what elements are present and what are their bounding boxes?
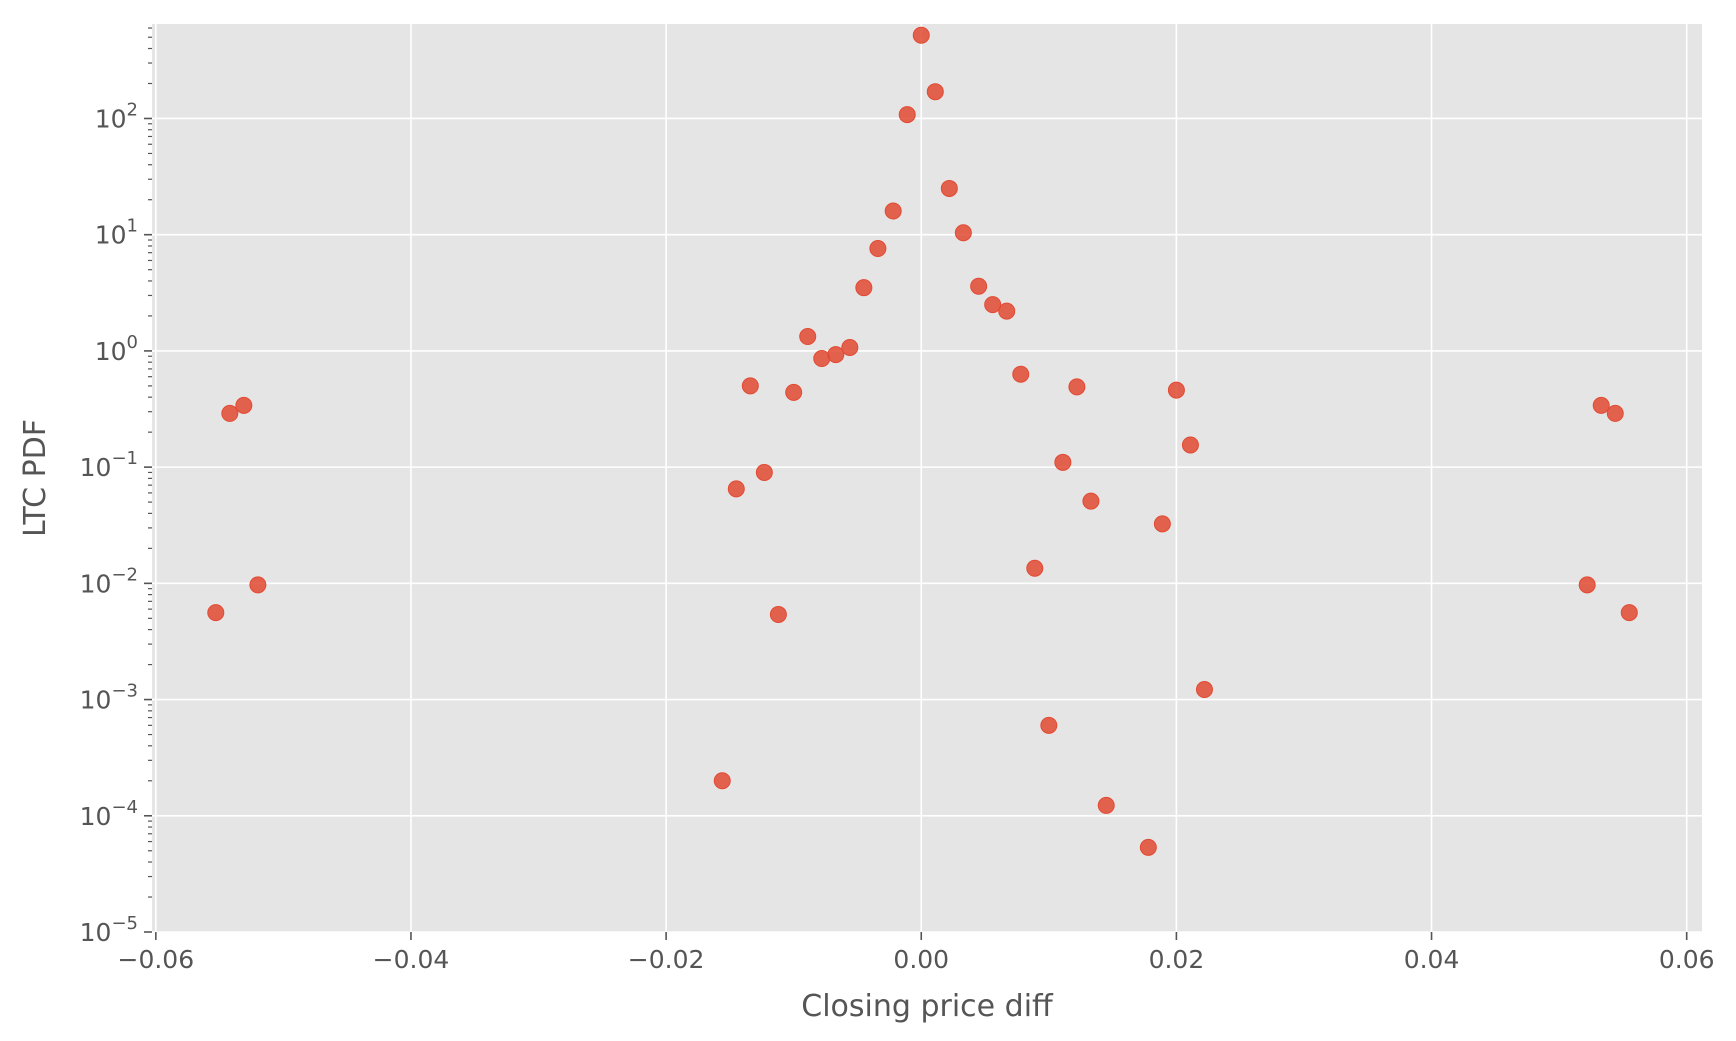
x-tick-label: 0.02	[1149, 945, 1205, 974]
data-point	[741, 377, 759, 395]
plot-area	[152, 24, 1702, 932]
data-point	[984, 296, 1002, 314]
data-point	[813, 350, 831, 368]
data-point	[884, 202, 902, 220]
data-point	[1012, 365, 1030, 383]
data-point	[1026, 559, 1044, 577]
data-point	[954, 224, 972, 242]
data-point	[1195, 681, 1213, 699]
x-tick-label: 0.04	[1404, 945, 1460, 974]
data-point	[799, 328, 817, 346]
data-point	[1620, 604, 1638, 622]
x-tick-label: −0.02	[628, 945, 705, 974]
axis-ticks: −0.06 −0.04 −0.02 0.00 0.02 0.04 0.06 10−5 10−4 1…	[80, 99, 1715, 974]
data-point	[998, 302, 1016, 320]
data-point	[221, 404, 239, 422]
data-point	[855, 279, 873, 297]
x-tick-label: −0.06	[118, 945, 195, 974]
data-point	[1068, 378, 1086, 396]
data-point	[235, 396, 253, 414]
x-axis-label: Closing price diff	[801, 989, 1054, 1024]
data-point	[1606, 404, 1624, 422]
data-point	[1578, 576, 1596, 594]
data-point	[1082, 492, 1100, 510]
y-tick-label: 100	[95, 332, 138, 366]
y-tick-label: 10−5	[80, 913, 138, 947]
x-tick-label: −0.04	[373, 945, 450, 974]
data-point	[207, 604, 225, 622]
data-point	[869, 240, 887, 258]
data-point	[898, 106, 916, 124]
data-point	[1153, 515, 1171, 533]
data-point	[727, 480, 745, 498]
data-point	[841, 338, 859, 356]
data-point	[1054, 453, 1072, 471]
data-point	[1040, 716, 1058, 734]
data-point	[1139, 838, 1157, 856]
data-point	[926, 83, 944, 101]
data-point	[1592, 396, 1610, 414]
data-point	[1167, 381, 1185, 399]
data-point	[912, 26, 930, 44]
y-tick-label: 10−1	[80, 448, 138, 482]
data-point	[785, 383, 803, 401]
y-axis-label: LTC PDF	[18, 419, 53, 537]
data-point	[769, 605, 787, 623]
data-point	[1181, 436, 1199, 454]
x-tick-label: 0.06	[1659, 945, 1715, 974]
data-point	[940, 179, 958, 197]
data-points	[207, 26, 1638, 856]
data-point	[713, 772, 731, 790]
data-point	[827, 346, 845, 364]
y-tick-label: 10−3	[80, 681, 138, 715]
y-tick-label: 10−2	[80, 564, 138, 598]
y-minor-ticks	[148, 27, 152, 898]
y-tick-label: 102	[95, 99, 138, 133]
data-point	[755, 463, 773, 481]
y-tick-label: 10−4	[80, 797, 138, 831]
data-point	[1097, 796, 1115, 814]
data-point	[970, 277, 988, 295]
x-tick-label: 0.00	[893, 945, 949, 974]
grid-lines	[152, 24, 1702, 933]
data-point	[249, 576, 267, 594]
y-tick-label: 101	[95, 216, 138, 250]
